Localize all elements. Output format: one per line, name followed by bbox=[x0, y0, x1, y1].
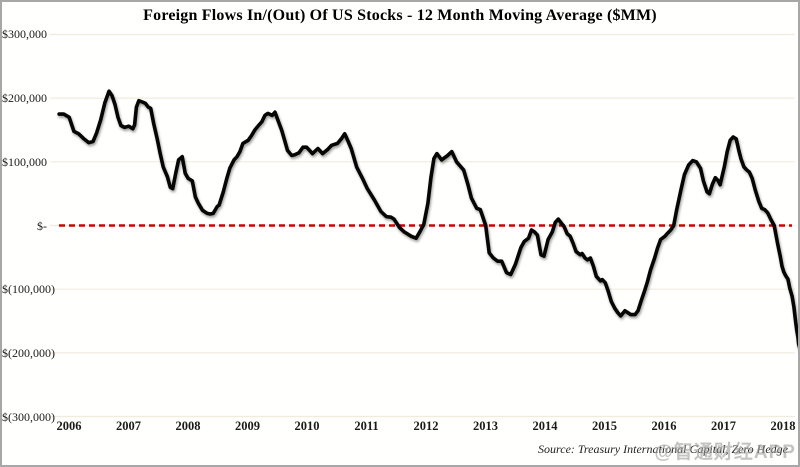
y-tick-label: $(300,000) bbox=[2, 409, 55, 424]
x-tick-label: 2010 bbox=[294, 419, 320, 433]
source-note: Source: Treasury International Capital, … bbox=[538, 442, 788, 456]
x-axis: 2006 2007 2008 2009 2010 2011 2012 2013 2014 2015… bbox=[2, 419, 798, 435]
x-tick-label: 2015 bbox=[592, 419, 617, 433]
x-tick-label: 2009 bbox=[235, 419, 260, 433]
x-tick-label: 2006 bbox=[56, 419, 82, 433]
chart-title: Foreign Flows In/(Out) Of US Stocks - 12… bbox=[143, 7, 657, 24]
y-tick-label: $(200,000) bbox=[2, 345, 55, 360]
x-tick-label: 2008 bbox=[175, 419, 201, 433]
y-tick-label: $- bbox=[37, 218, 47, 233]
x-tick-label: 2012 bbox=[413, 419, 439, 433]
x-tick-label: 2013 bbox=[473, 419, 498, 433]
x-tick-label: 2018 bbox=[770, 419, 796, 433]
x-tick-label: 2011 bbox=[354, 419, 379, 433]
watermark: @智通财经APP bbox=[654, 442, 796, 463]
y-tick-label: $200,000 bbox=[2, 91, 47, 106]
x-tick-label: 2007 bbox=[116, 419, 141, 433]
y-axis: $300,000 $200,000 $100,000 $- $(100,000) $(20… bbox=[2, 2, 55, 465]
x-tick-label: 2014 bbox=[532, 419, 558, 433]
y-tick-label: $100,000 bbox=[2, 154, 47, 169]
x-tick-label: 2017 bbox=[711, 419, 736, 433]
y-tick-label: $(100,000) bbox=[2, 282, 55, 297]
series-line bbox=[57, 89, 798, 349]
y-tick-label: $300,000 bbox=[2, 27, 47, 42]
x-tick-label: 2016 bbox=[651, 419, 677, 433]
